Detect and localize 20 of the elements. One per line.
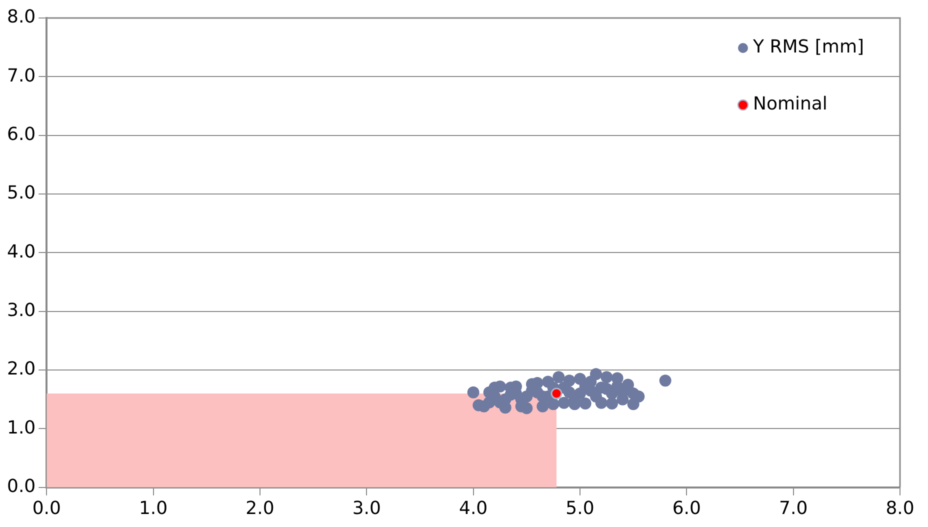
y-tick-label: 7.0 — [6, 65, 36, 86]
y-tick-label: 5.0 — [6, 182, 36, 204]
y-tick-label: 6.0 — [6, 124, 36, 146]
y-tick-label: 8.0 — [6, 6, 36, 28]
x-tick-label: 6.0 — [672, 498, 701, 519]
x-tick-label: 7.0 — [779, 498, 808, 519]
x-tick-label: 3.0 — [352, 498, 381, 519]
x-tick-label: 5.0 — [566, 498, 594, 519]
y-tick-label: 3.0 — [6, 300, 36, 322]
x-tick-label: 4.0 — [458, 498, 488, 519]
legend-label: Y RMS [mm] — [752, 36, 864, 58]
y-tick-label: 1.0 — [6, 417, 36, 438]
x-tick-label: 8.0 — [886, 498, 914, 519]
x-tick-label: 1.0 — [138, 498, 168, 519]
x-tick-label: 2.0 — [246, 498, 274, 519]
legend-label: Nominal — [752, 94, 828, 115]
x-tick-label: 0.0 — [32, 498, 61, 519]
y-tick-label: 0.0 — [6, 476, 36, 498]
y-tick-label: 4.0 — [6, 241, 36, 262]
y-tick-label: 2.0 — [6, 358, 36, 380]
